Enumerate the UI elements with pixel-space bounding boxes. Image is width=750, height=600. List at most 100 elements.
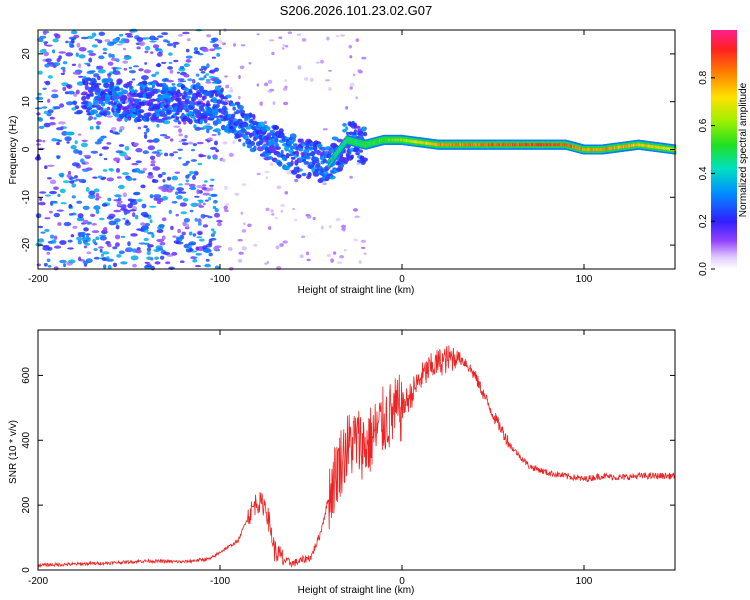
spectrogram-noise-cell [213,246,220,251]
spectrogram-noise-cell [68,213,74,216]
spectrogram-noise-cell [82,162,86,165]
spectrogram-cell [87,77,91,82]
spectrogram-noise-cell [358,260,362,264]
spectrogram-noise-cell [162,196,168,201]
spectrogram-noise-cell [214,212,220,218]
spectrogram-cell [232,106,236,111]
spectrogram-noise-cell [149,155,156,160]
spectrogram-noise-cell [75,52,79,57]
spectrogram-noise-cell [209,48,216,52]
spectrogram-cell [250,141,255,146]
spectrogram-cell [285,152,290,159]
spectrogram-noise-cell [180,260,185,264]
spectrogram-noise-cell [94,242,98,246]
spectrogram-noise-cell [116,254,122,258]
spectrogram-noise-cell [54,245,62,249]
spectrogram-noise-cell [225,203,229,206]
spectrogram-noise-cell [78,54,86,59]
spectrogram-y-label: Frequency (Hz) [8,116,19,185]
spectrogram-noise-cell [136,46,141,50]
spectrogram-noise-cell [192,175,196,180]
spectrogram-noise-cell [205,73,210,76]
spectrogram-noise-cell [144,50,149,54]
spectrogram-noise-cell [322,182,327,186]
spectrogram-noise-cell [118,184,125,190]
spectrogram-noise-cell [71,162,80,167]
spectrogram-noise-cell [132,212,136,218]
spectrogram-noise-cell [205,199,209,202]
spectrogram-cell [329,175,336,180]
spectrogram-noise-cell [112,67,117,73]
spectrogram-noise-cell [48,122,56,126]
spectrogram-noise-cell [183,63,190,67]
spectrogram-noise-cell [224,99,230,103]
spectrogram-cell [220,87,224,93]
spectrogram-noise-cell [173,44,177,48]
spectrogram-noise-cell [130,200,135,203]
spectrogram-cell [198,85,204,92]
spectrogram-noise-cell [50,179,57,185]
spectrogram-noise-cell [109,169,114,172]
spectrogram-noise-cell [151,233,155,238]
spectrogram-cell [222,105,227,111]
spectrogram-cell [164,100,171,105]
spectrogram-noise-cell [42,140,46,143]
spectrogram-noise-cell [189,170,194,175]
spectrogram-noise-cell [120,38,127,41]
spectrogram-cell [242,142,246,147]
spectrogram-cell [96,75,101,81]
spectrogram-noise-cell [45,80,51,86]
spectrogram-y-tick-label: -20 [21,237,32,252]
spectrogram-cell [165,116,172,120]
spectrogram-noise-cell [175,191,179,196]
spectrogram-noise-cell [172,235,177,238]
spectrogram-noise-cell [98,217,105,221]
spectrogram-noise-cell [115,168,121,173]
spectrogram-noise-cell [135,249,142,254]
spectrogram-cell [134,89,138,93]
spectrogram-noise-cell [53,186,59,190]
spectrogram-noise-cell [279,243,284,247]
spectrogram-noise-cell [340,34,345,37]
spectrogram-noise-cell [97,69,106,74]
spectrogram-noise-cell [185,59,192,63]
snr-x-label: Height of straight line (km) [298,585,415,596]
spectrogram-noise-cell [349,55,353,59]
spectrogram-noise-cell [42,87,47,91]
spectrogram-cell [146,112,152,117]
spectrogram-noise-cell [100,253,105,257]
colorbar-tick-label: 0.4 [698,166,709,180]
spectrogram-cell [250,125,257,130]
spectrogram-noise-cell [146,139,154,143]
spectrogram-noise-cell [52,62,61,67]
spectrogram-noise-cell [284,191,289,195]
spectrogram-noise-cell [120,261,128,265]
spectrogram-cell [85,80,89,86]
spectrogram-noise-cell [143,69,152,74]
spectrogram-noise-cell [202,202,206,206]
spectrogram-noise-cell [67,247,74,250]
spectrogram-noise-cell [219,41,224,44]
spectrogram-noise-cell [88,52,97,57]
spectrogram-noise-cell [58,121,66,125]
spectrogram-noise-cell [97,39,103,44]
spectrogram-noise-cell [114,209,119,213]
spectrogram-noise-cell [39,197,43,201]
spectrogram-noise-cell [333,251,337,255]
spectrogram-cell [155,112,160,118]
spectrogram-noise-cell [202,125,209,129]
snr-panel: 0 200 400 600 -200 -100 0 100 Height of straig… [8,329,676,596]
spectrogram-noise-cell [168,209,172,214]
spectrogram-noise-cell [212,230,217,235]
spectrogram-noise-cell [196,189,200,195]
spectrogram-noise-cell [178,128,182,133]
spectrogram-noise-cell [349,86,353,90]
spectrogram-noise-cell [125,249,130,252]
spectrogram-noise-cell [56,155,60,160]
spectrogram-noise-cell [142,167,147,171]
spectrogram-noise-cell [51,239,57,244]
spectrogram-noise-cell [276,185,282,190]
spectrogram-noise-cell [137,126,142,130]
spectrogram-noise-cell [106,177,115,182]
spectrogram-noise-cell [78,75,84,78]
